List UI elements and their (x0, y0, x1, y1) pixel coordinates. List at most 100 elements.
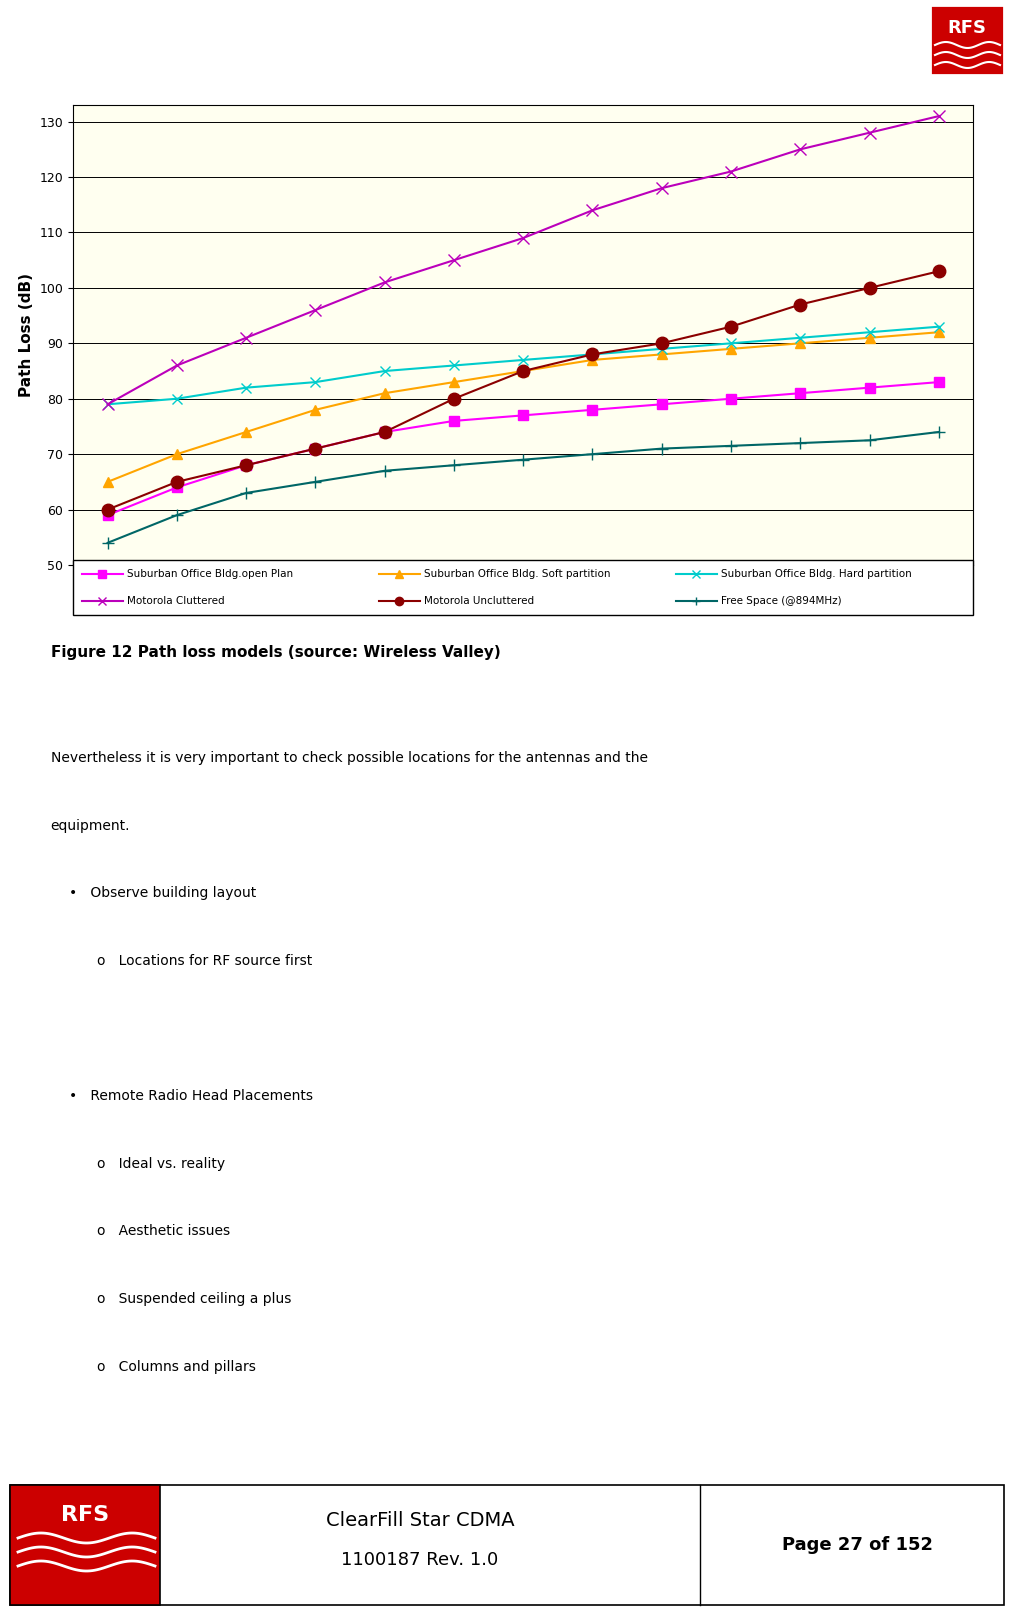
Text: o   Columns and pillars: o Columns and pillars (97, 1360, 257, 1373)
Text: Motorola Cluttered: Motorola Cluttered (127, 596, 225, 607)
Suburban Office Bldg.open Plan (240, 456, 252, 475)
Suburban Office Bldg. Soft partition (448, 372, 460, 391)
Suburban Office Bldg. Soft partition (101, 472, 114, 491)
Suburban Office Bldg. Soft partition (170, 444, 183, 464)
Suburban Office Bldg. Hard partition (794, 328, 806, 348)
Polygon shape (0, 0, 400, 80)
Free Space (@894MHz) (448, 456, 460, 475)
Motorola Cluttered (864, 122, 876, 142)
Text: Motorola Uncluttered: Motorola Uncluttered (424, 596, 534, 607)
Suburban Office Bldg.open Plan (794, 383, 806, 402)
Free Space (@894MHz) (794, 433, 806, 452)
Motorola Cluttered (170, 356, 183, 375)
Motorola Uncluttered (170, 472, 183, 491)
Line: Motorola Uncluttered: Motorola Uncluttered (101, 266, 945, 515)
Suburban Office Bldg.open Plan (864, 378, 876, 398)
Suburban Office Bldg.open Plan (725, 390, 737, 409)
Motorola Uncluttered (794, 295, 806, 314)
Text: ClearFill Star CDMA: ClearFill Star CDMA (325, 1510, 514, 1529)
Suburban Office Bldg. Soft partition (309, 401, 321, 420)
Bar (10, 1484, 160, 1605)
Suburban Office Bldg.open Plan (448, 411, 460, 430)
Text: 1100187 Rev. 1.0: 1100187 Rev. 1.0 (342, 1550, 499, 1570)
Motorola Uncluttered (448, 390, 460, 409)
Motorola Uncluttered (517, 361, 529, 380)
Line: Suburban Office Bldg. Hard partition: Suburban Office Bldg. Hard partition (102, 322, 944, 409)
Text: Page 27 of 152: Page 27 of 152 (782, 1536, 933, 1554)
Text: equipment.: equipment. (51, 818, 130, 832)
Motorola Cluttered (101, 394, 114, 414)
Suburban Office Bldg. Hard partition (170, 390, 183, 409)
Suburban Office Bldg. Hard partition (656, 340, 668, 359)
Suburban Office Bldg. Soft partition (586, 351, 598, 370)
Motorola Cluttered (517, 229, 529, 248)
Suburban Office Bldg.open Plan (656, 394, 668, 414)
Text: •   Remote Radio Head Placements: • Remote Radio Head Placements (69, 1090, 313, 1103)
Suburban Office Bldg.open Plan (933, 372, 945, 391)
Suburban Office Bldg. Hard partition (378, 361, 390, 380)
Motorola Uncluttered (101, 501, 114, 520)
Suburban Office Bldg. Hard partition (864, 322, 876, 341)
Suburban Office Bldg.open Plan (101, 506, 114, 525)
Motorola Uncluttered (240, 456, 252, 475)
Free Space (@894MHz) (656, 440, 668, 459)
Free Space (@894MHz) (725, 436, 737, 456)
Motorola Cluttered (586, 201, 598, 221)
Suburban Office Bldg. Soft partition (240, 422, 252, 441)
Text: Suburban Office Bldg.open Plan: Suburban Office Bldg.open Plan (127, 568, 293, 578)
Suburban Office Bldg. Hard partition (309, 372, 321, 391)
Suburban Office Bldg. Hard partition (240, 378, 252, 398)
Suburban Office Bldg. Hard partition (448, 356, 460, 375)
Text: RADIO FREQUENCY SYSTEMS: RADIO FREQUENCY SYSTEMS (474, 43, 767, 61)
Suburban Office Bldg.open Plan (517, 406, 529, 425)
Text: o   Locations for RF source first: o Locations for RF source first (97, 953, 312, 968)
Motorola Uncluttered (309, 440, 321, 459)
Motorola Cluttered (309, 301, 321, 320)
Suburban Office Bldg. Soft partition (933, 322, 945, 341)
X-axis label: Distance (m): Distance (m) (468, 592, 578, 609)
Text: Suburban Office Bldg. Hard partition: Suburban Office Bldg. Hard partition (721, 568, 912, 578)
Text: RFS: RFS (947, 19, 987, 37)
Suburban Office Bldg. Soft partition (378, 383, 390, 402)
Free Space (@894MHz) (517, 451, 529, 470)
Suburban Office Bldg. Soft partition (864, 328, 876, 348)
Motorola Uncluttered (933, 261, 945, 280)
Suburban Office Bldg. Soft partition (794, 333, 806, 353)
Free Space (@894MHz) (933, 422, 945, 441)
Motorola Uncluttered (586, 345, 598, 364)
Suburban Office Bldg.open Plan (309, 440, 321, 459)
Suburban Office Bldg. Hard partition (586, 345, 598, 364)
Motorola Uncluttered (725, 317, 737, 336)
Suburban Office Bldg.open Plan (586, 401, 598, 420)
Suburban Office Bldg. Hard partition (517, 351, 529, 370)
Motorola Uncluttered (864, 279, 876, 298)
Motorola Cluttered (725, 163, 737, 182)
Suburban Office Bldg.open Plan (378, 422, 390, 441)
Text: Free Space (@894MHz): Free Space (@894MHz) (721, 596, 842, 607)
Free Space (@894MHz) (101, 533, 114, 552)
Free Space (@894MHz) (586, 444, 598, 464)
Line: Free Space (@894MHz): Free Space (@894MHz) (102, 427, 944, 549)
Text: RFS: RFS (61, 1505, 110, 1525)
Text: Nevertheless it is very important to check possible locations for the antennas a: Nevertheless it is very important to che… (51, 750, 648, 765)
Motorola Cluttered (448, 251, 460, 270)
Line: Suburban Office Bldg.open Plan: Suburban Office Bldg.open Plan (102, 377, 944, 520)
Text: o   Suspended ceiling a plus: o Suspended ceiling a plus (97, 1293, 292, 1306)
Motorola Cluttered (656, 179, 668, 198)
Suburban Office Bldg. Soft partition (517, 361, 529, 380)
Suburban Office Bldg. Hard partition (101, 394, 114, 414)
Free Space (@894MHz) (378, 460, 390, 480)
Line: Motorola Cluttered: Motorola Cluttered (101, 109, 945, 411)
Suburban Office Bldg. Soft partition (725, 340, 737, 359)
Text: o   Ideal vs. reality: o Ideal vs. reality (97, 1158, 225, 1170)
Suburban Office Bldg. Hard partition (933, 317, 945, 336)
Motorola Uncluttered (656, 333, 668, 353)
Text: o   Aesthetic issues: o Aesthetic issues (97, 1225, 230, 1238)
Motorola Uncluttered (378, 422, 390, 441)
Free Space (@894MHz) (170, 506, 183, 525)
Suburban Office Bldg.open Plan (170, 478, 183, 497)
Y-axis label: Path Loss (dB): Path Loss (dB) (19, 274, 33, 398)
Motorola Cluttered (794, 140, 806, 159)
Motorola Cluttered (933, 106, 945, 126)
Line: Suburban Office Bldg. Soft partition: Suburban Office Bldg. Soft partition (102, 327, 944, 486)
